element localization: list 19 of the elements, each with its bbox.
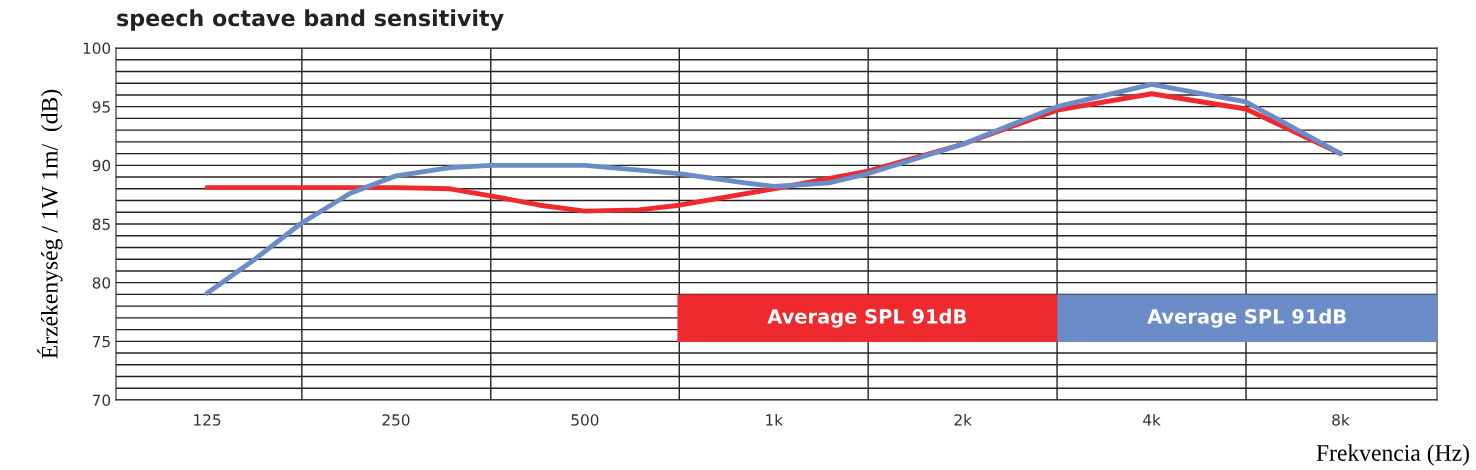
y-tick-label: 85 xyxy=(92,218,110,231)
y-tick-label: 100 xyxy=(83,42,111,55)
y-axis-title: Érzékenység / 1W 1m/ (dB) xyxy=(37,89,63,359)
y-tick-label: 90 xyxy=(92,159,111,172)
y-tick-label: 95 xyxy=(92,101,110,113)
x-axis-title: Frekvencia (Hz) xyxy=(1316,444,1469,466)
text: Average SPL 91dB xyxy=(1147,308,1346,328)
x-tick-label: 250 xyxy=(382,414,410,426)
x-tick-label: 2k xyxy=(954,413,972,426)
x-tick-label: 500 xyxy=(571,414,599,426)
y-tick-label: 70 xyxy=(92,394,111,407)
y-tick-label: 75 xyxy=(92,336,110,348)
x-tick-label: 4k xyxy=(1143,413,1161,426)
x-tick-label: 8k xyxy=(1332,413,1350,426)
y-tick-label: 80 xyxy=(92,277,111,289)
text: Average SPL 91dB xyxy=(767,308,966,328)
chart-title: speech octave band sensitivity xyxy=(117,9,504,31)
x-tick-label: 1k xyxy=(766,413,783,426)
x-tick-label: 125 xyxy=(194,414,221,426)
